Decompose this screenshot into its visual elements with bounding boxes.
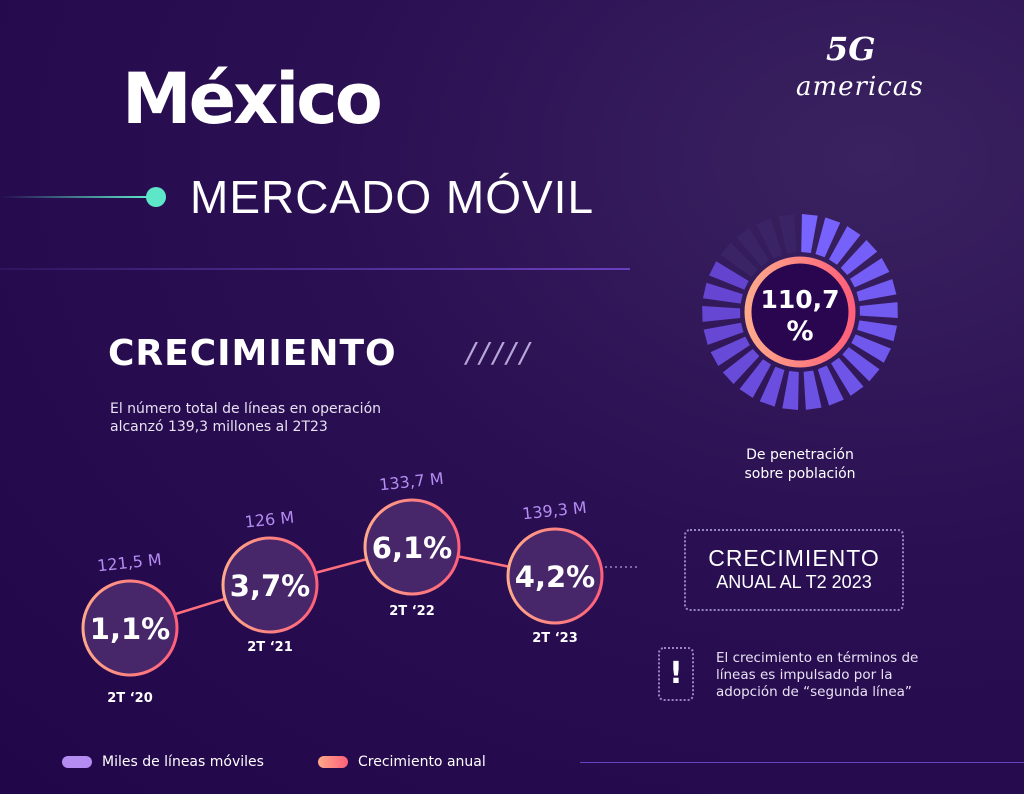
legend-growth: Crecimiento anual xyxy=(318,754,486,770)
penetration-gauge: 110,7 % xyxy=(702,214,898,410)
lines-value: 133,7 M xyxy=(378,469,444,495)
gauge-segment xyxy=(778,214,797,254)
period-label: 2T ‘20 xyxy=(107,691,152,706)
gauge-segment xyxy=(840,239,878,276)
gauge-segment xyxy=(851,334,891,363)
period-label: 2T ‘21 xyxy=(247,640,292,655)
gauge-segment xyxy=(782,371,799,410)
penetration-label: De penetración sobre población xyxy=(700,446,900,484)
gauge-segment xyxy=(801,214,818,253)
growth-value: 4,2% xyxy=(515,560,595,594)
page-title: México xyxy=(122,58,383,140)
gauge-segment xyxy=(722,348,760,385)
penetration-label-line2: sobre población xyxy=(744,466,856,482)
gauge-segment xyxy=(857,320,898,342)
gauge-segment xyxy=(859,302,898,318)
growth-bubble xyxy=(506,527,604,625)
period-label: 2T ‘23 xyxy=(532,631,577,646)
gauge-segment xyxy=(736,228,769,267)
gauge-segment xyxy=(702,306,741,322)
growth-chart: 1,1% 121,5 M 2T ‘20 3,7% 126 M 2T ‘21 6,1% 133,… xyxy=(81,469,640,706)
growth-bubble xyxy=(221,536,319,634)
legend-swatch-growth xyxy=(318,756,348,768)
growth-bubble xyxy=(363,498,461,596)
period-label: 2T ‘22 xyxy=(389,604,434,619)
lines-value: 126 M xyxy=(244,507,295,531)
gauge-segment xyxy=(739,359,772,398)
bottom-line xyxy=(580,762,1024,763)
gauge-segment xyxy=(831,357,864,396)
gauge-segment xyxy=(709,261,749,290)
growth-box-line1: CRECIMIENTO xyxy=(708,545,880,571)
penetration-label-line1: De penetración xyxy=(746,447,854,463)
page-subtitle: MERCADO MÓVIL xyxy=(190,171,595,223)
section-description: El número total de líneas en operación a… xyxy=(110,401,382,435)
gauge-segment xyxy=(850,257,890,288)
penetration-unit: % xyxy=(786,316,813,347)
growth-box-line2: ANUAL AL T2 2023 xyxy=(716,572,872,592)
gauge-segment xyxy=(720,242,758,277)
growth-box: CRECIMIENTO ANUAL AL T2 2023 xyxy=(684,529,904,611)
gauge-segment xyxy=(803,370,822,410)
accent-dot xyxy=(146,187,166,207)
gauge-segment xyxy=(842,347,880,382)
gauge-segment xyxy=(710,336,750,367)
gauge-center xyxy=(744,256,856,368)
gauge-segment xyxy=(828,226,861,265)
gauge-segment xyxy=(756,218,783,259)
penetration-value: 110,7 xyxy=(760,285,839,314)
legend-label-growth: Crecimiento anual xyxy=(358,754,486,770)
lines-value: 139,3 M xyxy=(521,498,587,524)
section-title: CRECIMIENTO xyxy=(108,333,397,374)
gauge-segment xyxy=(856,279,897,302)
growth-bubble xyxy=(81,579,179,677)
logo-americas: americas xyxy=(796,72,924,102)
divider xyxy=(0,268,630,270)
growth-value: 6,1% xyxy=(372,531,452,565)
legend-swatch-lines xyxy=(62,756,92,768)
gauge-segment xyxy=(703,322,744,345)
legend-label-lines: Miles de líneas móviles xyxy=(102,754,264,770)
exclamation-icon: ! xyxy=(658,647,694,701)
gauge-segment xyxy=(702,282,743,304)
logo-5g: 5G xyxy=(826,30,876,68)
gauge-segment xyxy=(815,217,841,258)
growth-value: 3,7% xyxy=(230,569,310,603)
gauge-segment xyxy=(817,365,844,406)
legend-lines: Miles de líneas móviles xyxy=(62,754,264,770)
lines-value: 121,5 M xyxy=(96,550,162,576)
gauge-segment xyxy=(759,366,785,407)
note-text: El crecimiento en términos de líneas es … xyxy=(716,650,919,700)
decorative-slashes: ///// xyxy=(466,336,534,369)
accent-line xyxy=(0,196,148,198)
growth-value: 1,1% xyxy=(90,612,170,646)
